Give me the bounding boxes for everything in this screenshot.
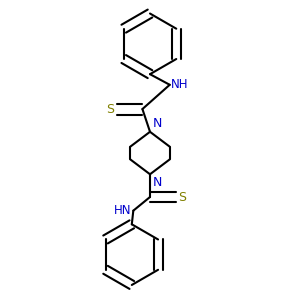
Text: S: S <box>178 190 186 203</box>
Text: S: S <box>106 103 114 116</box>
Text: HN: HN <box>114 204 132 217</box>
Text: NH: NH <box>171 78 189 91</box>
Text: N: N <box>152 176 162 189</box>
Text: N: N <box>152 117 162 130</box>
